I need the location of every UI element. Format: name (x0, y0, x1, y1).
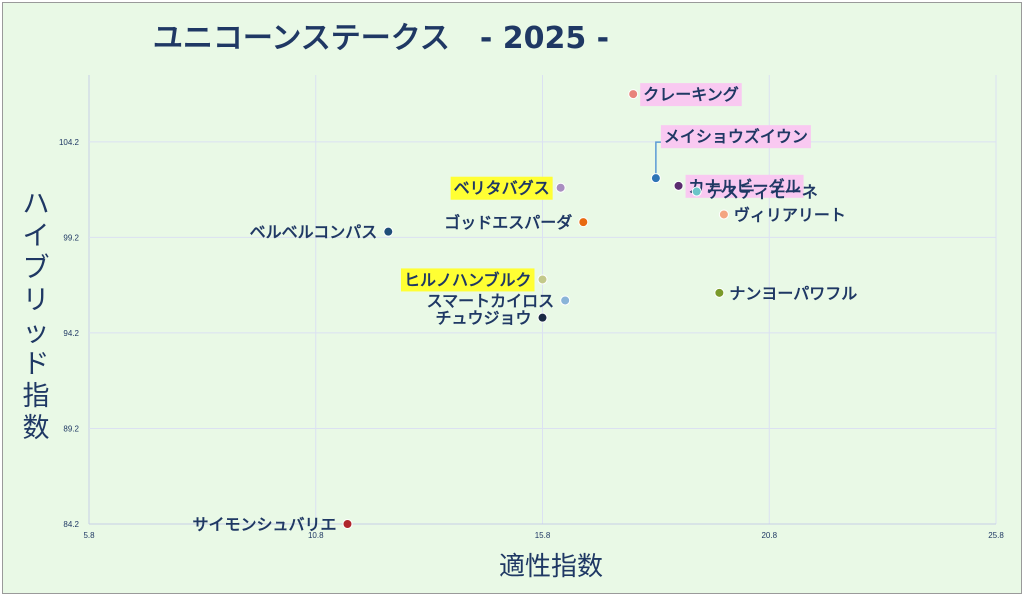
y-axis-title-char: ッ (23, 317, 50, 348)
y-tick-label: 104.2 (59, 138, 80, 147)
label-highlight (660, 125, 811, 149)
data-point (537, 274, 548, 285)
data-point (560, 295, 571, 306)
point-label: チュウジョウ (435, 309, 531, 328)
data-point (673, 180, 684, 191)
y-axis-title-char: 指 (23, 381, 50, 412)
point-label: サイモンシュバリエ (192, 515, 336, 534)
y-axis-title-char: ド (23, 349, 50, 380)
point-label: クレーキング (643, 85, 739, 104)
grid (88, 75, 997, 525)
y-axis-title-char: ハ (23, 189, 50, 220)
callout-line (655, 141, 662, 179)
point-group: ベリタバグス (450, 176, 566, 200)
data-point (383, 226, 394, 237)
data-point (555, 182, 566, 193)
data-point (628, 89, 639, 100)
data-point (714, 287, 725, 298)
point-label: メイショウズイウン (664, 127, 808, 146)
data-point (342, 519, 353, 529)
point-group: テスティモーネ (691, 183, 818, 202)
x-axis-title: 適性指数 (499, 552, 603, 582)
chart-title: ユニコーンステークス - 2025 - (153, 21, 609, 56)
point-group: ゴッドエスパーダ (444, 213, 589, 232)
label-highlight (400, 268, 535, 292)
x-tick-label: 15.8 (535, 531, 551, 540)
point-group: ナンヨーパワフル (714, 284, 857, 303)
point-label: ゴッドエスパーダ (444, 213, 572, 232)
point-group: カナルビーグル (673, 174, 804, 198)
data-point (691, 186, 702, 197)
point-group: ベルベルコンパス (250, 223, 394, 242)
point-label: テスティモーネ (707, 183, 818, 202)
point-group: サイモンシュバリエ (192, 515, 353, 534)
y-axis-title-char: イ (23, 221, 50, 252)
point-group: クレーキング (628, 83, 742, 107)
x-tick-label: 25.8 (988, 531, 1004, 540)
point-label: ベリタバグス (454, 179, 550, 198)
x-tick-label: 20.8 (761, 531, 777, 540)
label-highlight (450, 176, 553, 200)
data-point (650, 173, 661, 184)
y-tick-label: 99.2 (63, 233, 79, 242)
point-group: スマートカイロス (427, 291, 571, 310)
point-group: ヴィリアリート (718, 205, 846, 224)
label-highlight (640, 83, 742, 107)
point-label: カナルビーグル (689, 177, 801, 196)
x-tick-label: 10.8 (308, 531, 324, 540)
point-label: ナンヨーパワフル (729, 284, 857, 303)
point-group: チュウジョウ (435, 309, 548, 328)
label-highlight (685, 174, 804, 198)
point-group: ヒルノハンブルク (400, 268, 548, 292)
data-point (718, 209, 729, 220)
y-tick-label: 84.2 (63, 520, 79, 529)
point-label: スマートカイロス (427, 291, 555, 310)
y-axis-title-char: 数 (23, 413, 50, 444)
point-group: メイショウズイウン (650, 125, 811, 184)
tick-labels: 5.8 10.8 15.8 20.8 25.8 84.2 89.2 94.2 99.2 104.2 (59, 138, 1004, 540)
data-point (537, 312, 548, 323)
point-label: ヴィリアリート (734, 205, 846, 224)
y-axis-title-char: ブ (23, 253, 50, 284)
point-label: ベルベルコンパス (250, 223, 378, 242)
data-point (578, 217, 589, 228)
x-tick-label: 5.8 (83, 531, 95, 540)
point-label: ヒルノハンブルク (404, 270, 532, 289)
y-tick-label: 94.2 (63, 329, 79, 338)
data-points: クレーキングメイショウズイウンカナルビーグルテスティモーネヴィリアリートナンヨー… (192, 83, 857, 534)
y-axis-title-char: リ (23, 285, 50, 316)
y-tick-label: 89.2 (63, 424, 79, 433)
